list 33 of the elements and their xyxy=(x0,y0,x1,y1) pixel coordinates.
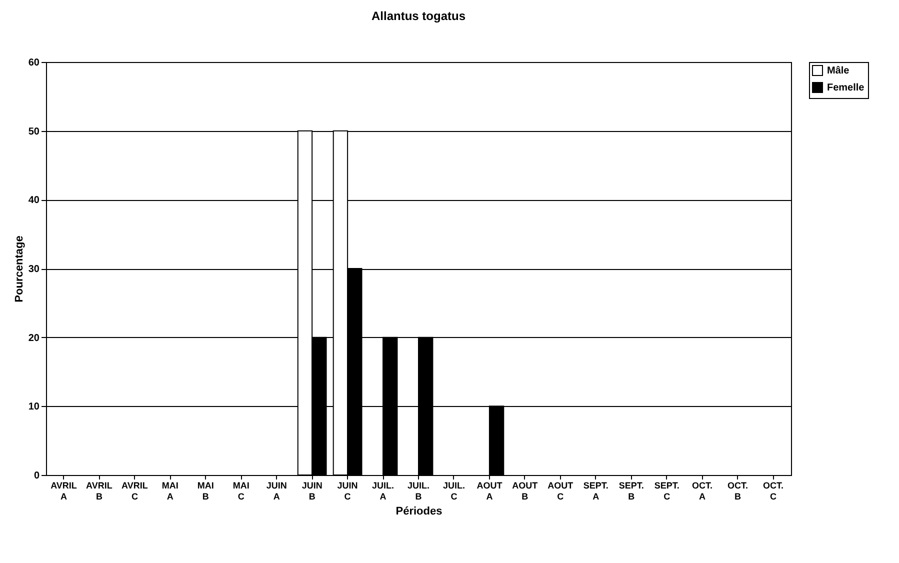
y-tick-label: 40 xyxy=(28,195,40,206)
x-tick-label: OCT. B xyxy=(728,480,748,502)
y-tick-label: 30 xyxy=(28,264,40,275)
x-tick-label: AOUT C xyxy=(548,480,574,502)
x-tick-label: AVRIL B xyxy=(86,480,113,502)
x-tick-label: OCT. C xyxy=(763,480,784,502)
y-axis-title: Pourcentage xyxy=(13,236,26,302)
x-tick-label: SEPT. C xyxy=(654,480,680,502)
y-tick-label: 20 xyxy=(28,332,40,344)
x-tick-label: MAI A xyxy=(162,480,178,502)
chart-title: Allantus togatus xyxy=(371,9,466,23)
x-tick-label: OCT. A xyxy=(692,480,713,502)
y-tick-label: 60 xyxy=(28,58,40,68)
x-tick-label: AOUT A xyxy=(476,480,503,502)
x-tick-label: JUIN B xyxy=(302,480,322,502)
x-tick-label: JUIN A xyxy=(266,480,287,502)
y-tick-label: 0 xyxy=(34,470,40,482)
x-axis-title: Périodes xyxy=(396,506,442,518)
x-tick-label: MAI B xyxy=(197,480,214,502)
x-tick-label: JUIL. B xyxy=(407,480,430,502)
legend-label: Femelle xyxy=(827,82,865,94)
x-tick-label: JUIN C xyxy=(337,480,358,502)
x-tick-label: AOUT B xyxy=(512,480,538,502)
x-tick-label: SEPT. B xyxy=(618,480,644,502)
x-tick-label: JUIL. A xyxy=(372,480,394,502)
x-tick-label: JUIL. C xyxy=(442,480,465,502)
y-tick-label: 50 xyxy=(28,126,40,138)
x-tick-label: AVRIL A xyxy=(50,480,78,502)
y-tick-label: 10 xyxy=(28,402,40,413)
x-tick-label: SEPT. A xyxy=(583,480,608,502)
x-tick-label: AVRIL C xyxy=(122,480,148,502)
x-tick-label: MAI C xyxy=(232,480,250,502)
legend-label: Mâle xyxy=(827,66,850,76)
